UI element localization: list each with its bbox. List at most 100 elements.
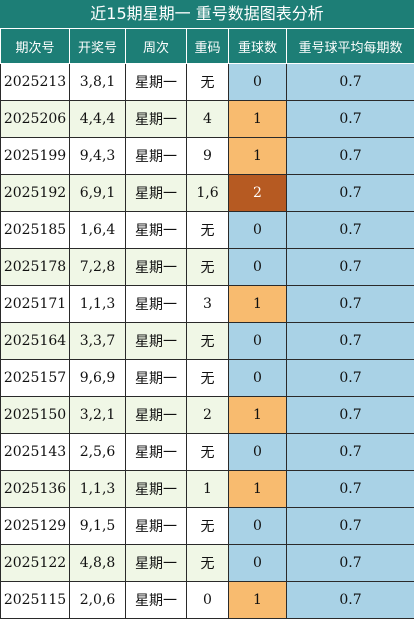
- average-cell: 0.7: [287, 64, 414, 101]
- weekday-cell: 星期一: [126, 101, 187, 138]
- repeat-cell: 无: [187, 508, 229, 545]
- average-cell: 0.7: [287, 101, 414, 138]
- period-cell: 2025171: [1, 286, 70, 323]
- average-cell: 0.7: [287, 138, 414, 175]
- numbers-cell: 3,3,7: [70, 323, 126, 360]
- average-cell: 0.7: [287, 286, 414, 323]
- count-cell: 1: [229, 138, 287, 175]
- repeat-cell: 2: [187, 397, 229, 434]
- numbers-cell: 3,8,1: [70, 64, 126, 101]
- count-cell: 0: [229, 545, 287, 582]
- period-cell: 2025115: [1, 582, 70, 619]
- period-cell: 2025192: [1, 175, 70, 212]
- repeat-cell: 无: [187, 249, 229, 286]
- numbers-cell: 2,0,6: [70, 582, 126, 619]
- numbers-cell: 9,1,5: [70, 508, 126, 545]
- numbers-cell: 9,6,9: [70, 360, 126, 397]
- weekday-cell: 星期一: [126, 508, 187, 545]
- repeat-cell: 无: [187, 360, 229, 397]
- repeat-cell: 1,6: [187, 175, 229, 212]
- column-header-repeat: 重码: [187, 29, 229, 64]
- weekday-cell: 星期一: [126, 545, 187, 582]
- average-cell: 0.7: [287, 323, 414, 360]
- repeat-cell: 3: [187, 286, 229, 323]
- weekday-cell: 星期一: [126, 64, 187, 101]
- count-cell: 0: [229, 323, 287, 360]
- column-header-count: 重球数: [229, 29, 287, 64]
- count-cell: 0: [229, 360, 287, 397]
- weekday-cell: 星期一: [126, 212, 187, 249]
- weekday-cell: 星期一: [126, 249, 187, 286]
- period-cell: 2025157: [1, 360, 70, 397]
- average-cell: 0.7: [287, 397, 414, 434]
- weekday-cell: 星期一: [126, 323, 187, 360]
- numbers-cell: 1,1,3: [70, 471, 126, 508]
- period-cell: 2025199: [1, 138, 70, 175]
- weekday-cell: 星期一: [126, 434, 187, 471]
- average-cell: 0.7: [287, 582, 414, 619]
- count-cell: 0: [229, 64, 287, 101]
- count-cell: 0: [229, 434, 287, 471]
- period-cell: 2025129: [1, 508, 70, 545]
- repeat-cell: 9: [187, 138, 229, 175]
- numbers-cell: 2,5,6: [70, 434, 126, 471]
- header-row: 期次号 开奖号 周次 重码 重球数 重号球平均每期数: [1, 29, 414, 64]
- weekday-cell: 星期一: [126, 175, 187, 212]
- weekday-cell: 星期一: [126, 397, 187, 434]
- weekday-cell: 星期一: [126, 286, 187, 323]
- average-cell: 0.7: [287, 249, 414, 286]
- period-cell: 2025164: [1, 323, 70, 360]
- period-cell: 2025143: [1, 434, 70, 471]
- average-cell: 0.7: [287, 471, 414, 508]
- repeat-cell: 无: [187, 64, 229, 101]
- column-header-weekday: 周次: [126, 29, 187, 64]
- count-cell: 2: [229, 175, 287, 212]
- numbers-cell: 9,4,3: [70, 138, 126, 175]
- numbers-cell: 7,2,8: [70, 249, 126, 286]
- repeat-cell: 4: [187, 101, 229, 138]
- average-cell: 0.7: [287, 175, 414, 212]
- repeat-cell: 无: [187, 323, 229, 360]
- column-header-average: 重号球平均每期数: [287, 29, 414, 64]
- count-cell: 0: [229, 212, 287, 249]
- count-cell: 1: [229, 582, 287, 619]
- page-title: 近15期星期一 重号数据图表分析: [0, 0, 414, 28]
- period-cell: 2025150: [1, 397, 70, 434]
- numbers-cell: 4,8,8: [70, 545, 126, 582]
- period-cell: 2025206: [1, 101, 70, 138]
- weekday-cell: 星期一: [126, 138, 187, 175]
- numbers-cell: 4,4,4: [70, 101, 126, 138]
- repeat-cell: 1: [187, 471, 229, 508]
- weekday-cell: 星期一: [126, 582, 187, 619]
- column-header-period: 期次号: [1, 29, 70, 64]
- period-cell: 2025122: [1, 545, 70, 582]
- period-cell: 2025178: [1, 249, 70, 286]
- count-cell: 0: [229, 508, 287, 545]
- weekday-cell: 星期一: [126, 360, 187, 397]
- period-cell: 2025136: [1, 471, 70, 508]
- numbers-cell: 1,6,4: [70, 212, 126, 249]
- count-cell: 1: [229, 286, 287, 323]
- repeat-cell: 无: [187, 434, 229, 471]
- count-cell: 0: [229, 249, 287, 286]
- weekday-cell: 星期一: [126, 471, 187, 508]
- period-cell: 2025213: [1, 64, 70, 101]
- average-cell: 0.7: [287, 212, 414, 249]
